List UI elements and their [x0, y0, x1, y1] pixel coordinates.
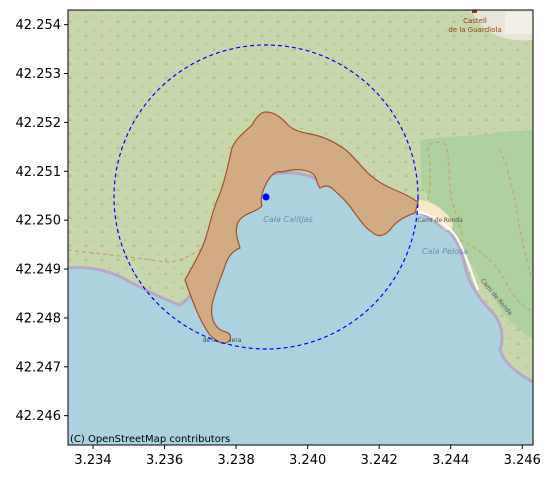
meadow-area [420, 130, 533, 340]
axes-frame [67, 9, 534, 446]
path-west [68, 239, 216, 263]
y-tick-label: 42.250 [16, 214, 62, 229]
place-label-guardiola: de la Guardiola [448, 26, 501, 34]
map-tiles: Castell de la Guardiola Cala Calitjas Ca… [68, 10, 533, 445]
place-label-cala-pelosa: Cala Pelosa [422, 247, 468, 256]
path-northwest [94, 10, 100, 91]
y-tick-label: 42.249 [16, 263, 62, 278]
y-tick-label: 42.248 [16, 311, 62, 326]
attribution-text: (C) OpenStreetMap contributors [70, 434, 230, 445]
y-tick-label: 42.251 [16, 165, 62, 180]
x-tick-label: 3.236 [146, 453, 183, 468]
y-axis: 42.254 42.253 42.252 42.251 42.250 42.249 42.2… [16, 18, 68, 424]
radius-circle [113, 44, 419, 350]
y-tick-label: 42.252 [16, 116, 62, 131]
path-northeast [499, 149, 533, 281]
x-axis: 3.234 3.236 3.238 3.240 3.242 3.244 3.246 [74, 445, 541, 468]
place-label-castell: Castell [463, 17, 487, 25]
road [417, 211, 479, 291]
y-tick-label: 42.246 [16, 409, 62, 424]
highlighted-polygon [184, 111, 419, 345]
castle-icon [472, 10, 477, 13]
y-tick-label: 42.254 [16, 18, 62, 33]
x-tick-label: 3.242 [361, 453, 398, 468]
place-label-cala-calitjas: Cala Calitjas [263, 215, 313, 224]
x-tick-label: 3.244 [432, 453, 469, 468]
x-tick-label: 3.238 [218, 453, 255, 468]
x-tick-label: 3.246 [504, 453, 541, 468]
x-tick-label: 3.240 [289, 453, 326, 468]
y-tick-label: 42.247 [16, 360, 62, 375]
path-cami-ronda [459, 239, 533, 313]
location-marker [262, 193, 270, 201]
building-area [505, 12, 533, 34]
x-tick-label: 3.234 [74, 453, 111, 468]
y-tick-label: 42.253 [16, 67, 62, 82]
sea-area [68, 172, 533, 445]
place-label-cami-ronda-1: Camí de Ronda [417, 217, 463, 224]
path-east [427, 141, 463, 236]
